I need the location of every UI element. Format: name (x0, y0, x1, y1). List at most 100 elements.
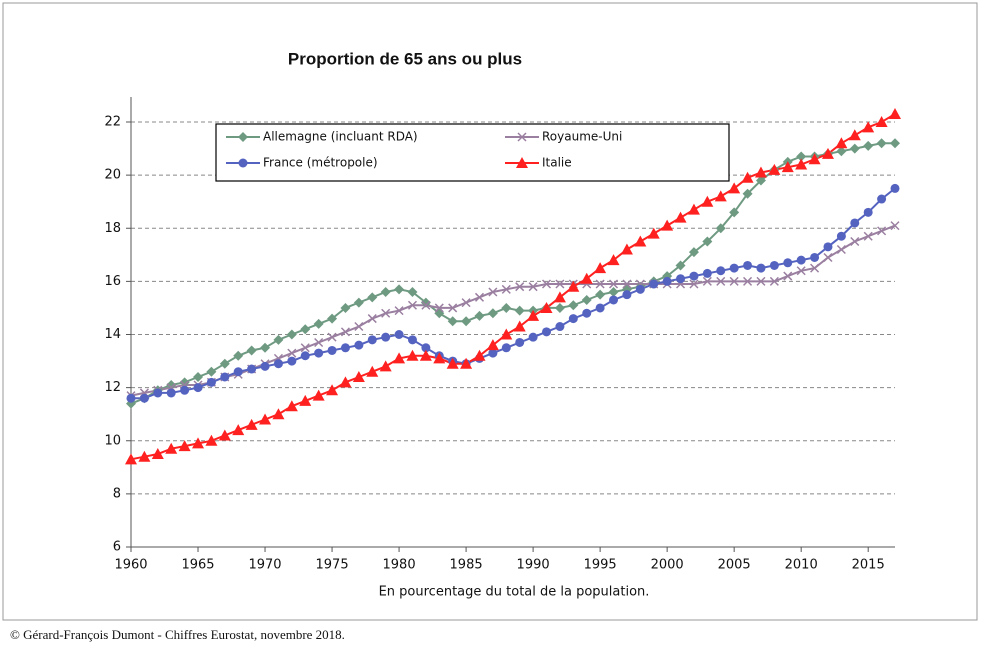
marker (836, 244, 846, 255)
marker (635, 284, 645, 294)
marker (675, 260, 686, 271)
marker (742, 188, 753, 199)
marker (609, 295, 619, 305)
marker (245, 418, 258, 430)
marker (542, 327, 552, 337)
marker (714, 190, 727, 202)
x-axis-label: En pourcentage du total de la population… (379, 585, 650, 600)
marker (434, 303, 444, 313)
marker (647, 227, 660, 239)
marker (889, 108, 901, 120)
marker (863, 140, 874, 151)
marker (848, 129, 861, 141)
marker (327, 313, 338, 324)
marker (153, 388, 163, 398)
marker (783, 271, 793, 281)
marker (446, 357, 459, 369)
marker (206, 366, 217, 377)
marker (433, 352, 446, 364)
marker (715, 223, 726, 234)
marker (314, 348, 324, 358)
marker (381, 308, 391, 318)
marker (582, 308, 592, 318)
marker (273, 359, 283, 369)
marker (850, 237, 860, 247)
y-tick-label: 16 (104, 274, 121, 289)
x-tick-label: 2010 (785, 558, 818, 573)
marker (634, 235, 647, 247)
marker (608, 279, 619, 289)
series-line (130, 142, 895, 405)
marker (607, 254, 620, 266)
marker (702, 268, 712, 278)
marker (193, 372, 204, 382)
marker (541, 279, 552, 289)
marker (716, 266, 726, 276)
marker (474, 310, 485, 321)
marker (823, 252, 833, 262)
marker (352, 371, 365, 382)
x-tick-label: 1990 (517, 558, 550, 573)
marker (486, 339, 499, 351)
marker (406, 349, 419, 361)
marker (514, 305, 525, 316)
marker (743, 260, 753, 270)
marker (165, 442, 178, 454)
marker (380, 287, 391, 297)
marker (517, 132, 527, 142)
x-tick-label: 1980 (383, 558, 416, 573)
marker (501, 302, 512, 313)
x-tick-label: 2005 (718, 558, 751, 573)
marker (151, 448, 164, 460)
marker (795, 158, 808, 170)
marker (340, 302, 351, 313)
y-tick-label: 22 (104, 115, 121, 130)
marker (193, 383, 203, 393)
marker (555, 322, 565, 332)
marker (808, 153, 821, 165)
marker (273, 334, 284, 345)
series-line (130, 224, 896, 397)
marker (461, 316, 472, 327)
marker (473, 349, 486, 361)
marker (381, 332, 391, 342)
marker (180, 385, 190, 395)
marker (781, 161, 794, 173)
marker (863, 207, 873, 217)
marker (540, 301, 553, 313)
marker (689, 271, 699, 281)
marker (238, 158, 248, 168)
marker (166, 379, 177, 390)
marker (238, 132, 248, 142)
marker (581, 294, 592, 305)
y-tick-label: 10 (104, 433, 121, 448)
legend-label: France (métropole) (263, 156, 378, 170)
marker (836, 146, 847, 157)
marker (299, 394, 312, 406)
x-tick-label: 1995 (584, 558, 617, 573)
marker (849, 143, 860, 154)
marker (783, 258, 793, 268)
legend-label: Royaume-Uni (542, 130, 622, 144)
marker (340, 343, 350, 353)
marker (890, 138, 900, 149)
marker (285, 400, 298, 412)
marker (689, 279, 699, 289)
marker (326, 384, 339, 396)
marker (233, 350, 244, 361)
marker (836, 231, 846, 241)
marker (367, 335, 377, 345)
marker (756, 263, 766, 273)
marker (741, 171, 754, 183)
x-tick-label: 1975 (316, 558, 349, 573)
marker (407, 287, 418, 297)
marker (608, 287, 619, 297)
marker (461, 298, 471, 308)
y-tick-label: 18 (104, 221, 121, 236)
marker (728, 182, 741, 194)
marker (178, 440, 191, 452)
legend-label: Allemagne (incluant RDA) (263, 130, 418, 144)
marker (850, 218, 860, 228)
marker (394, 330, 404, 339)
marker (205, 434, 218, 446)
